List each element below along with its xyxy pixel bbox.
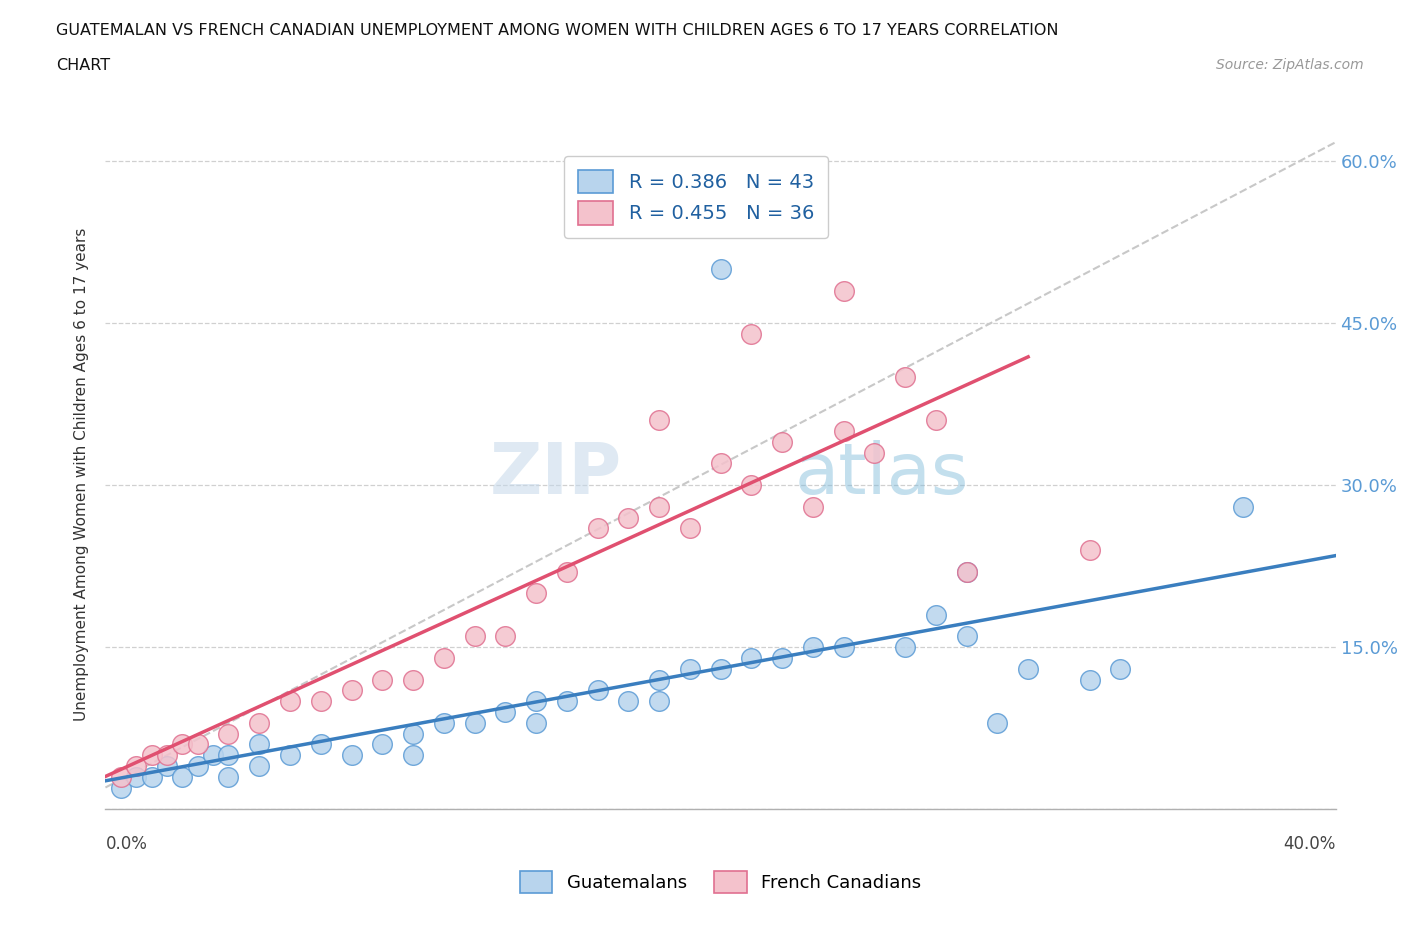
Point — [172, 769, 194, 784]
Point — [218, 748, 240, 763]
Point — [309, 737, 332, 751]
Point — [340, 683, 363, 698]
Point — [648, 694, 671, 709]
Point — [648, 499, 671, 514]
Point — [433, 650, 456, 665]
Point — [770, 197, 793, 212]
Text: 0.0%: 0.0% — [105, 835, 148, 853]
Text: Source: ZipAtlas.com: Source: ZipAtlas.com — [1216, 58, 1364, 72]
Point — [710, 456, 733, 471]
Point — [110, 769, 132, 784]
Text: CHART: CHART — [56, 58, 110, 73]
Point — [801, 640, 824, 655]
Point — [710, 661, 733, 676]
Point — [278, 748, 301, 763]
Point — [218, 769, 240, 784]
Point — [402, 672, 425, 687]
Point — [494, 704, 516, 719]
Point — [925, 413, 948, 428]
Point — [141, 769, 163, 784]
Point — [1232, 499, 1254, 514]
Point — [202, 748, 225, 763]
Point — [710, 261, 733, 276]
Legend: Guatemalans, French Canadians: Guatemalans, French Canadians — [513, 864, 928, 900]
Point — [1078, 672, 1101, 687]
Point — [832, 640, 855, 655]
Point — [1078, 542, 1101, 557]
Point — [278, 694, 301, 709]
Point — [617, 510, 640, 525]
Text: atlas: atlas — [794, 440, 969, 509]
Point — [125, 769, 148, 784]
Point — [172, 737, 194, 751]
Point — [617, 694, 640, 709]
Point — [433, 715, 456, 730]
Point — [156, 748, 179, 763]
Point — [956, 565, 979, 579]
Point — [740, 650, 762, 665]
Point — [956, 565, 979, 579]
Point — [247, 737, 270, 751]
Point — [679, 521, 702, 536]
Y-axis label: Unemployment Among Women with Children Ages 6 to 17 years: Unemployment Among Women with Children A… — [75, 228, 90, 721]
Point — [894, 640, 917, 655]
Point — [464, 629, 486, 644]
Point — [770, 650, 793, 665]
Point — [1017, 661, 1039, 676]
Text: 40.0%: 40.0% — [1284, 835, 1336, 853]
Point — [187, 759, 209, 774]
Point — [956, 629, 979, 644]
Point — [494, 629, 516, 644]
Point — [187, 737, 209, 751]
Point — [464, 715, 486, 730]
Point — [402, 748, 425, 763]
Point — [524, 586, 547, 601]
Point — [402, 726, 425, 741]
Point — [218, 726, 240, 741]
Point — [586, 521, 609, 536]
Point — [801, 499, 824, 514]
Point — [586, 683, 609, 698]
Point — [555, 565, 578, 579]
Point — [524, 694, 547, 709]
Point — [740, 326, 762, 341]
Text: GUATEMALAN VS FRENCH CANADIAN UNEMPLOYMENT AMONG WOMEN WITH CHILDREN AGES 6 TO 1: GUATEMALAN VS FRENCH CANADIAN UNEMPLOYME… — [56, 23, 1059, 38]
Point — [1109, 661, 1132, 676]
Point — [770, 434, 793, 449]
Point — [309, 694, 332, 709]
Point — [247, 759, 270, 774]
Point — [863, 445, 886, 460]
Point — [832, 424, 855, 439]
Point — [371, 672, 394, 687]
Point — [925, 607, 948, 622]
Point — [141, 748, 163, 763]
Point — [740, 478, 762, 493]
Text: ZIP: ZIP — [489, 440, 621, 509]
Point — [679, 661, 702, 676]
Point — [648, 672, 671, 687]
Point — [156, 759, 179, 774]
Point — [894, 369, 917, 384]
Point — [110, 780, 132, 795]
Point — [524, 715, 547, 730]
Point — [832, 284, 855, 299]
Point — [648, 413, 671, 428]
Point — [555, 694, 578, 709]
Point — [371, 737, 394, 751]
Point — [247, 715, 270, 730]
Point — [986, 715, 1008, 730]
Point — [125, 759, 148, 774]
Point — [340, 748, 363, 763]
